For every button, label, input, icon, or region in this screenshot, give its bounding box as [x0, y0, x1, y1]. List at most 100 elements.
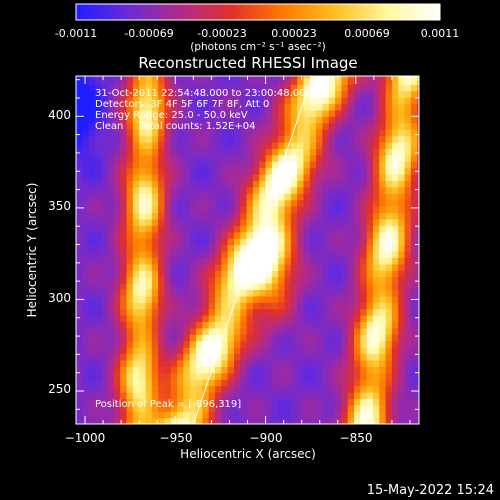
heatmap-cell: [208, 270, 216, 278]
y-tick-label: 250: [48, 382, 71, 396]
heatmap-cell: [303, 77, 311, 85]
heatmap-cell: [82, 122, 90, 130]
heatmap-cell: [385, 417, 393, 424]
heatmap-cell: [120, 129, 128, 137]
heatmap-cell: [360, 295, 368, 303]
heatmap-cell: [145, 404, 153, 412]
heatmap-cell: [164, 199, 172, 207]
heatmap-cell: [404, 417, 412, 424]
heatmap-cell: [309, 148, 317, 156]
heatmap-cell: [309, 353, 317, 361]
heatmap-cell: [126, 97, 134, 105]
heatmap-cell: [113, 186, 121, 194]
heatmap-cell: [297, 129, 305, 137]
heatmap-cell: [297, 359, 305, 367]
heatmap-cell: [284, 141, 292, 149]
heatmap-cell: [303, 340, 311, 348]
heatmap-cell: [391, 218, 399, 226]
heatmap-cell: [177, 276, 185, 284]
heatmap-cell: [177, 379, 185, 387]
heatmap-cell: [284, 244, 292, 252]
heatmap-cell: [177, 180, 185, 188]
heatmap-cell: [139, 84, 147, 92]
heatmap-cell: [240, 289, 248, 297]
heatmap-cell: [126, 231, 134, 239]
heatmap-cell: [240, 167, 248, 175]
heatmap-cell: [151, 359, 159, 367]
heatmap-cell: [404, 315, 412, 323]
heatmap-cell: [385, 238, 393, 246]
heatmap-cell: [227, 398, 235, 406]
heatmap-cell: [132, 103, 140, 111]
heatmap-cell: [240, 193, 248, 201]
heatmap-cell: [410, 218, 418, 226]
heatmap-cell: [126, 109, 134, 117]
heatmap-cell: [113, 141, 121, 149]
heatmap-cell: [94, 135, 102, 143]
heatmap-cell: [410, 154, 418, 162]
heatmap-cell: [76, 193, 83, 201]
heatmap-cell: [252, 359, 260, 367]
heatmap-cell: [132, 193, 140, 201]
heatmap-cell: [94, 347, 102, 355]
heatmap-cell: [82, 379, 90, 387]
heatmap-cell: [221, 225, 229, 233]
heatmap-cell: [126, 366, 134, 374]
heatmap-cell: [183, 97, 191, 105]
heatmap-cell: [284, 218, 292, 226]
heatmap-cell: [233, 103, 241, 111]
heatmap-cell: [347, 250, 355, 258]
heatmap-cell: [398, 167, 406, 175]
heatmap-cell: [189, 289, 197, 297]
heatmap-cell: [366, 148, 374, 156]
heatmap-cell: [164, 359, 172, 367]
heatmap-cell: [88, 90, 96, 98]
heatmap-cell: [309, 391, 317, 399]
heatmap-cell: [151, 385, 159, 393]
heatmap-cell: [366, 212, 374, 220]
heatmap-cell: [309, 366, 317, 374]
heatmap-cell: [385, 302, 393, 310]
heatmap-cell: [183, 244, 191, 252]
heatmap-cell: [259, 77, 267, 85]
heatmap-cell: [221, 129, 229, 137]
heatmap-cell: [183, 206, 191, 214]
heatmap-cell: [215, 308, 222, 316]
heatmap-cell: [372, 359, 380, 367]
heatmap-cell: [303, 199, 311, 207]
heatmap-cell: [120, 257, 128, 265]
heatmap-cell: [233, 366, 241, 374]
heatmap-cell: [132, 141, 140, 149]
heatmap-cell: [107, 257, 115, 265]
heatmap-cell: [170, 76, 178, 79]
heatmap-cell: [316, 289, 324, 297]
heatmap-cell: [360, 76, 368, 79]
heatmap-cell: [145, 315, 153, 323]
heatmap-cell: [309, 244, 317, 252]
heatmap-cell: [126, 372, 134, 380]
heatmap-cell: [372, 379, 380, 387]
heatmap-cell: [170, 270, 178, 278]
heatmap-cell: [265, 154, 273, 162]
heatmap-cell: [151, 231, 159, 239]
heatmap-cell: [196, 385, 203, 393]
heatmap-cell: [265, 250, 273, 258]
heatmap-cell: [417, 404, 419, 412]
heatmap-cell: [76, 391, 83, 399]
heatmap-cell: [297, 84, 305, 92]
heatmap-cell: [265, 116, 273, 124]
heatmap-cell: [265, 289, 273, 297]
heatmap-cell: [151, 148, 159, 156]
heatmap-cell: [252, 366, 260, 374]
heatmap-cell: [170, 90, 178, 98]
heatmap-cell: [196, 154, 203, 162]
heatmap-cell: [151, 327, 159, 335]
heatmap-cell: [76, 347, 83, 355]
heatmap-cell: [76, 417, 83, 424]
heatmap-cell: [379, 398, 387, 406]
heatmap-cell: [259, 154, 267, 162]
heatmap-cell: [410, 372, 418, 380]
heatmap-cell: [309, 359, 317, 367]
heatmap-cell: [391, 180, 399, 188]
heatmap-cell: [233, 141, 241, 149]
